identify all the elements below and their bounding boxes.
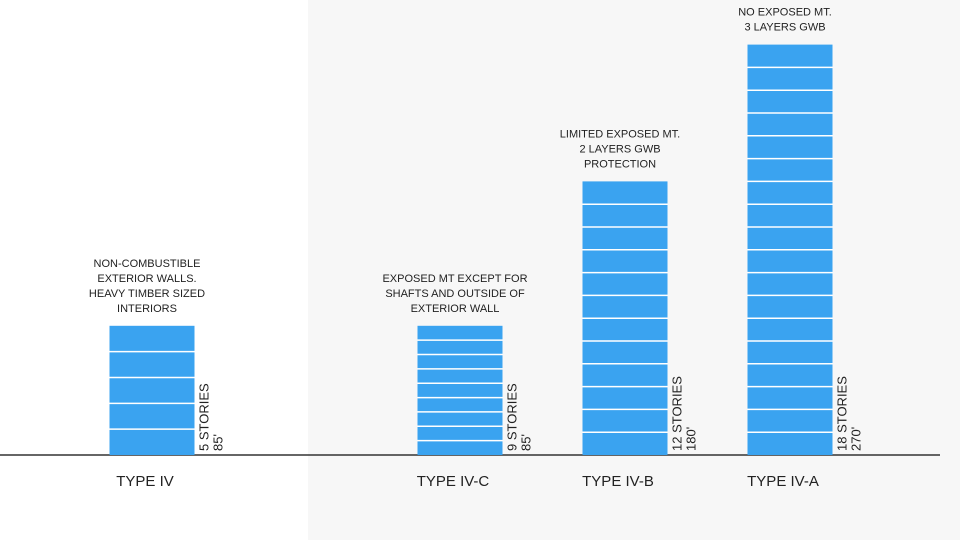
annotation: PROTECTION [584, 158, 656, 170]
value-label: 270' [849, 427, 864, 451]
stories-label: 18 STORIES [835, 376, 850, 451]
annotation: INTERIORS [117, 303, 177, 315]
stories-label: 9 STORIES [505, 383, 520, 451]
annotation: 2 LAYERS GWB [579, 143, 660, 155]
category-label: TYPE IV-B [582, 473, 654, 490]
annotation: 3 LAYERS GWB [744, 22, 825, 34]
category-label: TYPE IV [116, 473, 174, 490]
bar [109, 325, 195, 455]
value-label: 85' [211, 434, 226, 451]
annotation: SHAFTS AND OUTSIDE OF [385, 288, 525, 300]
value-label: 85' [519, 434, 534, 451]
annotation: HEAVY TIMBER SIZED [89, 288, 205, 300]
annotation: NO EXPOSED MT. [738, 7, 832, 19]
annotation: EXPOSED MT EXCEPT FOR [382, 273, 527, 285]
category-label: TYPE IV-A [747, 473, 819, 490]
annotation: EXTERIOR WALLS. [97, 273, 196, 285]
stories-label: 12 STORIES [670, 376, 685, 451]
stories-label: 5 STORIES [197, 383, 212, 451]
category-label: TYPE IV-C [417, 473, 490, 490]
annotation: LIMITED EXPOSED MT. [560, 128, 680, 140]
value-label: 180' [684, 427, 699, 451]
annotation: EXTERIOR WALL [411, 303, 500, 315]
bar [417, 325, 503, 455]
annotation: NON-COMBUSTIBLE [94, 258, 201, 270]
